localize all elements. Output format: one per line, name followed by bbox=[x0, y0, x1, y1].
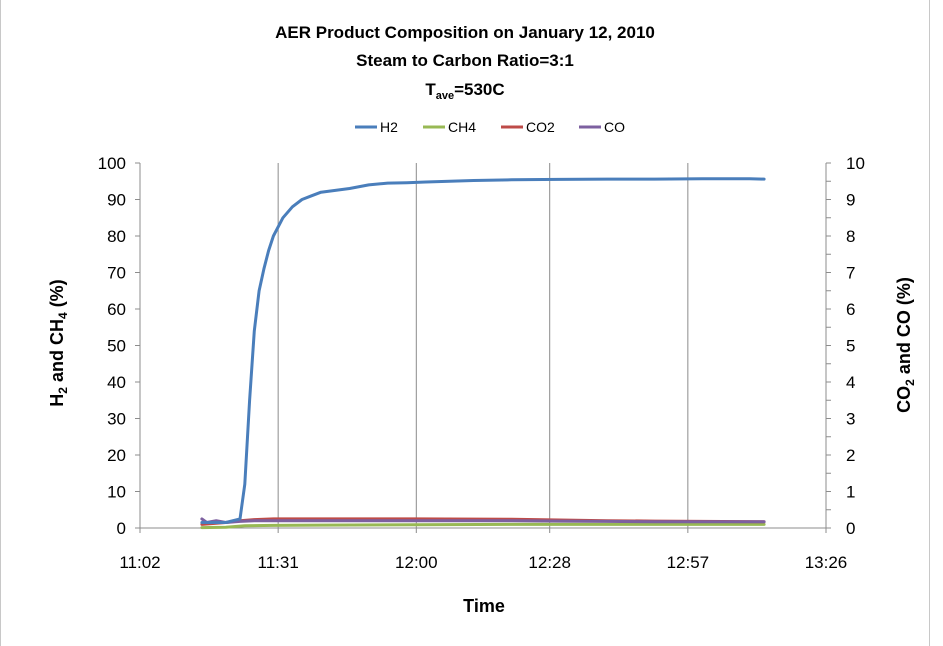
tick-labels: 0 10 20 30 40 50 60 70 80 90 100 0 1 2 3 4 5 6 7 8 9 10 11:02 1… bbox=[98, 154, 865, 572]
legend: H2 CH4 CO2 CO bbox=[355, 119, 625, 135]
x-tick-label: 12:57 bbox=[667, 553, 710, 572]
y-left-tick-label: 90 bbox=[107, 191, 126, 210]
x-tick-label: 13:26 bbox=[805, 553, 848, 572]
ylabel-left-b: and CH bbox=[47, 319, 67, 387]
x-tick-label: 12:00 bbox=[395, 553, 438, 572]
ylabel-left-b-sub: 4 bbox=[56, 312, 70, 319]
y-left-tick-label: 100 bbox=[98, 154, 126, 173]
series-line-ch4 bbox=[200, 522, 766, 530]
title-tave-sub: ave bbox=[436, 90, 454, 102]
chart-title-line-1: AER Product Composition on January 12, 2… bbox=[275, 23, 655, 42]
ylabel-left-a: H bbox=[47, 394, 67, 407]
y-axis-left-title: H2 and CH4 (%) bbox=[47, 279, 70, 406]
y-left-tick-label: 60 bbox=[107, 300, 126, 319]
series-lines bbox=[200, 177, 766, 530]
y-right-tick-label: 10 bbox=[846, 154, 865, 173]
y-left-tick-label: 50 bbox=[107, 337, 126, 356]
y-left-tick-label: 40 bbox=[107, 373, 126, 392]
y-left-tick-label: 80 bbox=[107, 227, 126, 246]
y-right-tick-label: 3 bbox=[846, 410, 855, 429]
title-tave-suffix: =530C bbox=[454, 80, 505, 99]
legend-label-co: CO bbox=[604, 119, 625, 135]
y-right-tick-label: 9 bbox=[846, 191, 855, 210]
x-axis-title: Time bbox=[463, 596, 505, 616]
axes bbox=[135, 162, 831, 533]
y-right-tick-label: 6 bbox=[846, 300, 855, 319]
y-right-tick-label: 5 bbox=[846, 337, 855, 356]
chart-title-line-3: Tave=530C bbox=[425, 80, 504, 102]
ylabel-left-a-sub: 2 bbox=[56, 387, 70, 394]
x-tick-label: 11:31 bbox=[258, 553, 299, 572]
ylabel-left-c: (%) bbox=[47, 279, 67, 312]
ylabel-right-b: and CO (%) bbox=[894, 277, 914, 379]
y-right-tick-label: 7 bbox=[846, 264, 855, 283]
y-right-tick-label: 1 bbox=[846, 483, 855, 502]
x-tick-label: 11:02 bbox=[119, 553, 160, 572]
y-axis-right-title: CO2 and CO (%) bbox=[894, 277, 917, 413]
y-left-tick-label: 70 bbox=[107, 264, 126, 283]
ylabel-right-a: CO bbox=[894, 386, 914, 413]
ylabel-right-a-sub: 2 bbox=[903, 379, 917, 386]
title-tave-prefix: T bbox=[425, 80, 436, 99]
y-right-tick-label: 2 bbox=[846, 446, 855, 465]
legend-label-ch4: CH4 bbox=[448, 119, 476, 135]
chart-title-line-2: Steam to Carbon Ratio=3:1 bbox=[356, 51, 574, 70]
y-right-tick-label: 8 bbox=[846, 227, 855, 246]
y-right-tick-label: 0 bbox=[846, 519, 855, 538]
y-left-tick-label: 30 bbox=[107, 410, 126, 429]
x-tick-label: 12:28 bbox=[528, 553, 571, 572]
legend-label-h2: H2 bbox=[380, 119, 398, 135]
y-left-tick-label: 10 bbox=[107, 483, 126, 502]
grid bbox=[139, 163, 827, 528]
y-right-tick-label: 4 bbox=[846, 373, 855, 392]
series-line-co bbox=[200, 517, 766, 524]
y-left-tick-label: 0 bbox=[117, 519, 126, 538]
y-left-tick-label: 20 bbox=[107, 446, 126, 465]
series-line-h2 bbox=[200, 177, 766, 524]
legend-label-co2: CO2 bbox=[526, 119, 555, 135]
